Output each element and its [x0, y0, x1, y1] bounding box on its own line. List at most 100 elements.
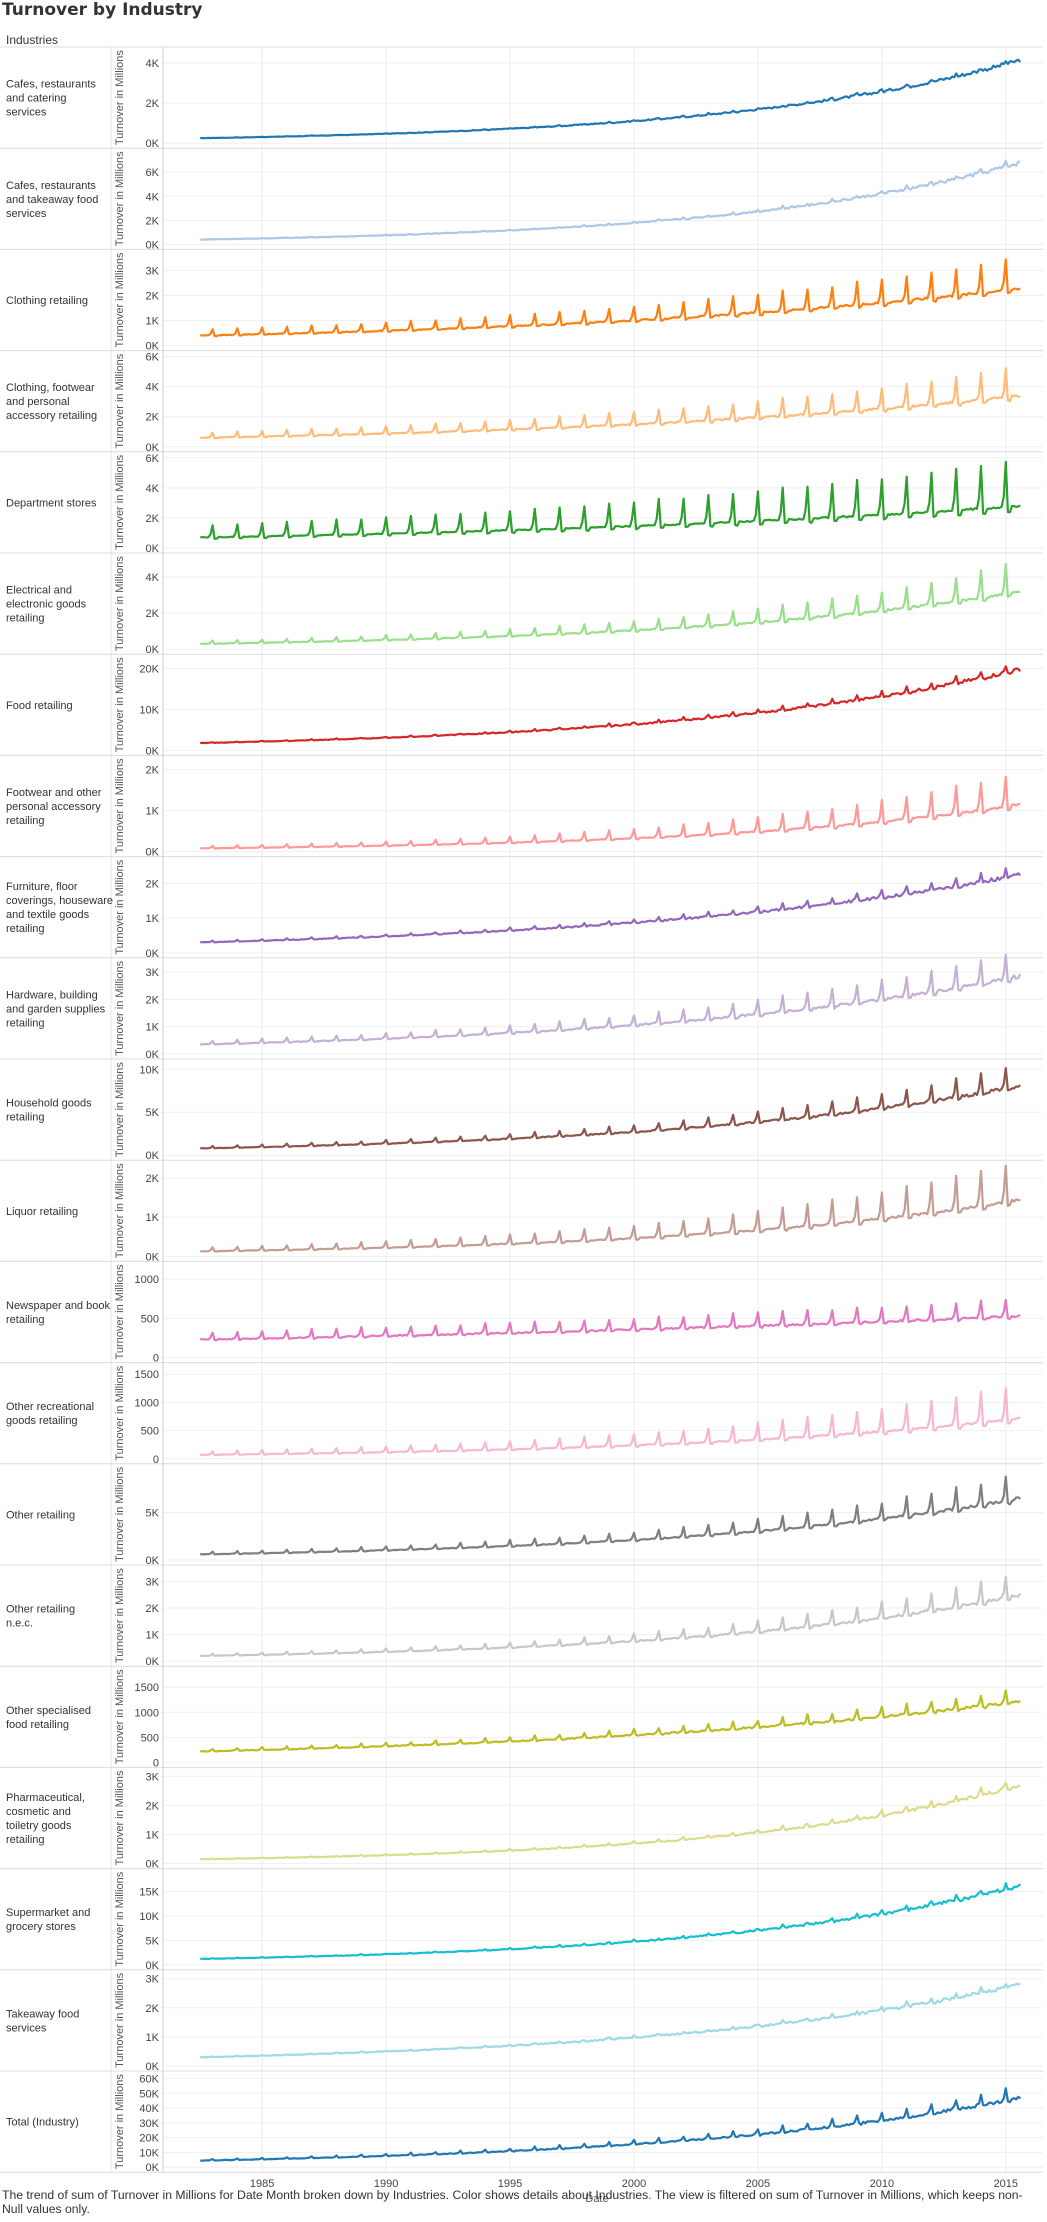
x-tick-label: 1995	[498, 2178, 522, 2190]
y-tick-label: 1K	[146, 1630, 160, 1642]
y-tick-label: 6K	[146, 352, 160, 364]
y-tick-label: 0K	[146, 341, 160, 353]
industry-label: Electrical and electronic goods retailing	[6, 585, 87, 625]
panel-13: 0 500 1000 1500 Turnover in Millions Other re…	[0, 1362, 1043, 1466]
y-axis-title: Turnover in Millions	[114, 1062, 126, 1157]
industry-label: Total (Industry)	[6, 2117, 79, 2129]
industry-label: Furniture, floor coverings, houseware and …	[6, 881, 113, 935]
y-tick-label: 5K	[146, 1935, 160, 1947]
series-line-13	[200, 1387, 1021, 1457]
industry-label: Food retailing	[6, 700, 73, 712]
footnote-caption: The trend of sum of Turnover in Millions…	[2, 2188, 1023, 2216]
industry-label: Pharmaceutical, cosmetic and toiletry good…	[6, 1792, 85, 1846]
industry-label: Footwear and other personal accessory reta…	[6, 787, 102, 827]
panel-18: 0K 5K 10K 15K Turnover in Millions Supermarke…	[0, 1868, 1043, 1972]
y-tick-label: 0K	[146, 543, 160, 555]
y-tick-label: 15K	[139, 1887, 159, 1899]
y-axis-title: Turnover in Millions	[114, 758, 126, 853]
y-tick-label: 2K	[146, 1173, 160, 1185]
y-tick-label: 1500	[135, 1682, 159, 1694]
series-line-8	[200, 867, 1022, 944]
y-tick-label: 6K	[146, 167, 160, 179]
x-tick-label: 1985	[250, 2178, 274, 2190]
y-tick-label: 2K	[146, 215, 160, 227]
y-tick-label: 1000	[135, 1397, 159, 1409]
y-tick-label: 1K	[146, 806, 160, 818]
y-tick-label: 1000	[135, 1274, 159, 1286]
y-axis-title: Turnover in Millions	[114, 353, 126, 448]
industry-label: Takeaway food services	[6, 2008, 79, 2034]
row-header-label: Industries	[6, 33, 59, 47]
y-tick-label: 2K	[146, 765, 160, 777]
y-tick-label: 0K	[146, 1150, 160, 1162]
panel-9: 0K 1K 2K 3K Turnover in Millions Hardware, bu…	[0, 953, 1043, 1061]
y-tick-label: 2K	[146, 1800, 160, 1812]
y-axis-title: Turnover in Millions	[114, 859, 126, 954]
y-axis-title: Turnover in Millions	[114, 1466, 126, 1561]
y-tick-label: 500	[141, 1313, 159, 1325]
y-tick-label: 1K	[146, 913, 160, 925]
page-title: Turnover by Industry	[2, 0, 203, 20]
x-axis-title: Date	[585, 2193, 608, 2205]
y-axis-title: Turnover in Millions	[114, 1163, 126, 1258]
industry-label: Clothing, footwear and personal accessory …	[6, 382, 97, 422]
y-tick-label: 10K	[139, 704, 159, 716]
industry-label: Department stores	[6, 497, 97, 509]
x-tick-label: 2005	[746, 2178, 770, 2190]
series-line-11	[200, 1164, 1021, 1253]
panel-19: 0K 1K 2K 3K Turnover in Millions Takeaway foo…	[0, 1969, 1043, 2073]
panel-14: 0K 5K Turnover in Millions Other retailing	[0, 1463, 1043, 1567]
y-tick-label: 50K	[139, 2088, 159, 2100]
y-axis-title: Turnover in Millions	[114, 454, 126, 549]
y-tick-label: 0	[153, 1454, 159, 1466]
series-line-4	[200, 460, 1021, 540]
y-tick-label: 6K	[146, 453, 160, 465]
series-line-10	[199, 1067, 1021, 1150]
y-tick-label: 10K	[139, 1064, 159, 1076]
y-tick-label: 0	[153, 1757, 159, 1769]
series-line-1	[200, 159, 1021, 241]
y-tick-label: 4K	[146, 572, 160, 584]
y-tick-label: 0K	[146, 1555, 160, 1567]
panel-0: 0K 2K 4K Turnover in Millions Cafes, restaur…	[0, 46, 1043, 150]
y-axis-title: Turnover in Millions	[114, 151, 126, 246]
industry-label: Other recreational goods retailing	[6, 1401, 94, 1427]
y-tick-label: 0K	[146, 442, 160, 454]
y-axis-title: Turnover in Millions	[114, 1972, 126, 2067]
y-tick-label: 2K	[146, 412, 160, 424]
y-axis-title: Turnover in Millions	[114, 50, 126, 145]
y-tick-label: 1K	[146, 1830, 160, 1842]
y-tick-label: 5K	[146, 1107, 160, 1119]
y-tick-label: 1K	[146, 1212, 160, 1224]
y-tick-label: 10K	[139, 1911, 159, 1923]
y-tick-label: 0K	[146, 1049, 160, 1061]
panel-1: 0K 2K 4K 6K Turnover in Millions Cafes, resta…	[0, 148, 1043, 251]
panel-6: 0K 10K 20K Turnover in Millions Food retaili…	[0, 654, 1043, 757]
panel-7: 0K 1K 2K Turnover in Millions Footwear and o…	[0, 755, 1043, 859]
y-tick-label: 0K	[146, 1960, 160, 1972]
panel-20: 0K 10K 20K 30K 40K 50K 60K Turnover in Millions…	[0, 2071, 1043, 2174]
industry-label: Newspaper and book retailing	[6, 1300, 110, 1326]
y-tick-label: 20K	[139, 2133, 159, 2145]
y-tick-label: 60K	[139, 2073, 159, 2085]
y-axis-title: Turnover in Millions	[114, 960, 126, 1055]
y-tick-label: 3K	[146, 1974, 160, 1986]
y-axis-title: Turnover in Millions	[114, 1264, 126, 1359]
y-axis-title: Turnover in Millions	[114, 657, 126, 752]
y-tick-label: 500	[141, 1732, 159, 1744]
y-axis-title: Turnover in Millions	[114, 556, 126, 651]
panel-15: 0K 1K 2K 3K Turnover in Millions Other retail…	[0, 1565, 1043, 1668]
panel-10: 0K 5K 10K Turnover in Millions Household goo…	[0, 1059, 1043, 1162]
y-tick-label: 4K	[146, 58, 160, 70]
x-tick-label: 2015	[994, 2178, 1018, 2190]
y-axis-title: Turnover in Millions	[114, 252, 126, 347]
panel-3: 0K 2K 4K 6K Turnover in Millions Clothing, fo…	[0, 350, 1043, 454]
series-line-16	[200, 1689, 1021, 1753]
panel-2: 0K 1K 2K 3K Turnover in Millions Clothing ret…	[0, 249, 1043, 353]
y-tick-label: 2K	[146, 608, 160, 620]
series-line-15	[200, 1575, 1022, 1658]
industry-label: Liquor retailing	[6, 1206, 78, 1218]
panel-17: 0K 1K 2K 3K Turnover in Millions Pharmaceutic…	[0, 1767, 1043, 1871]
